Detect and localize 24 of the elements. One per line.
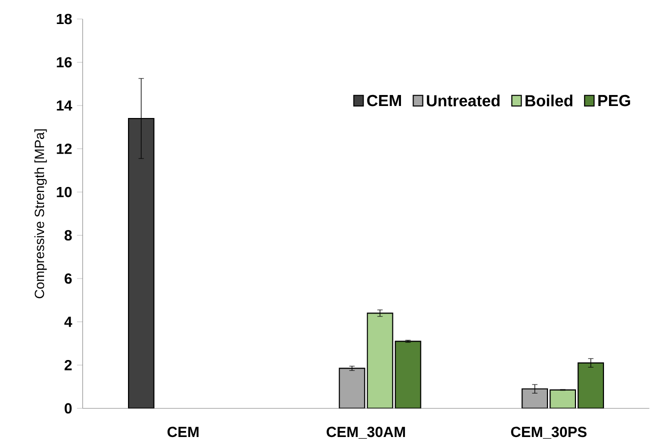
x-tick-label: CEM (168, 426, 199, 438)
y-tick-label: 6 (64, 273, 72, 284)
bar (578, 362, 604, 408)
legend-label: CEM (367, 94, 401, 106)
legend-label: Untreated (426, 94, 500, 106)
y-tick-label: 10 (56, 186, 72, 198)
y-tick-label: 0 (64, 403, 72, 414)
y-tick-label: 14 (56, 100, 72, 111)
y-tick-label: 2 (64, 360, 72, 370)
x-tick-label: CEM_30PS (511, 426, 587, 439)
legend-label: Boiled (526, 94, 572, 106)
y-tick-label: 4 (64, 316, 72, 327)
y-tick-label: 12 (56, 144, 72, 154)
y-tick-label: 8 (64, 230, 72, 240)
y-tick-label: 16 (56, 57, 72, 68)
bar (338, 368, 366, 408)
bar (366, 312, 394, 408)
x-tick-label: CEM_30AM (326, 426, 405, 439)
y-tick-label: 18 (56, 14, 72, 24)
legend-label: PEG (598, 94, 630, 106)
bar (394, 340, 422, 408)
bar (550, 389, 576, 408)
y-axis-title: Compressive Strength [MPa] (34, 129, 47, 298)
bar (522, 388, 548, 408)
